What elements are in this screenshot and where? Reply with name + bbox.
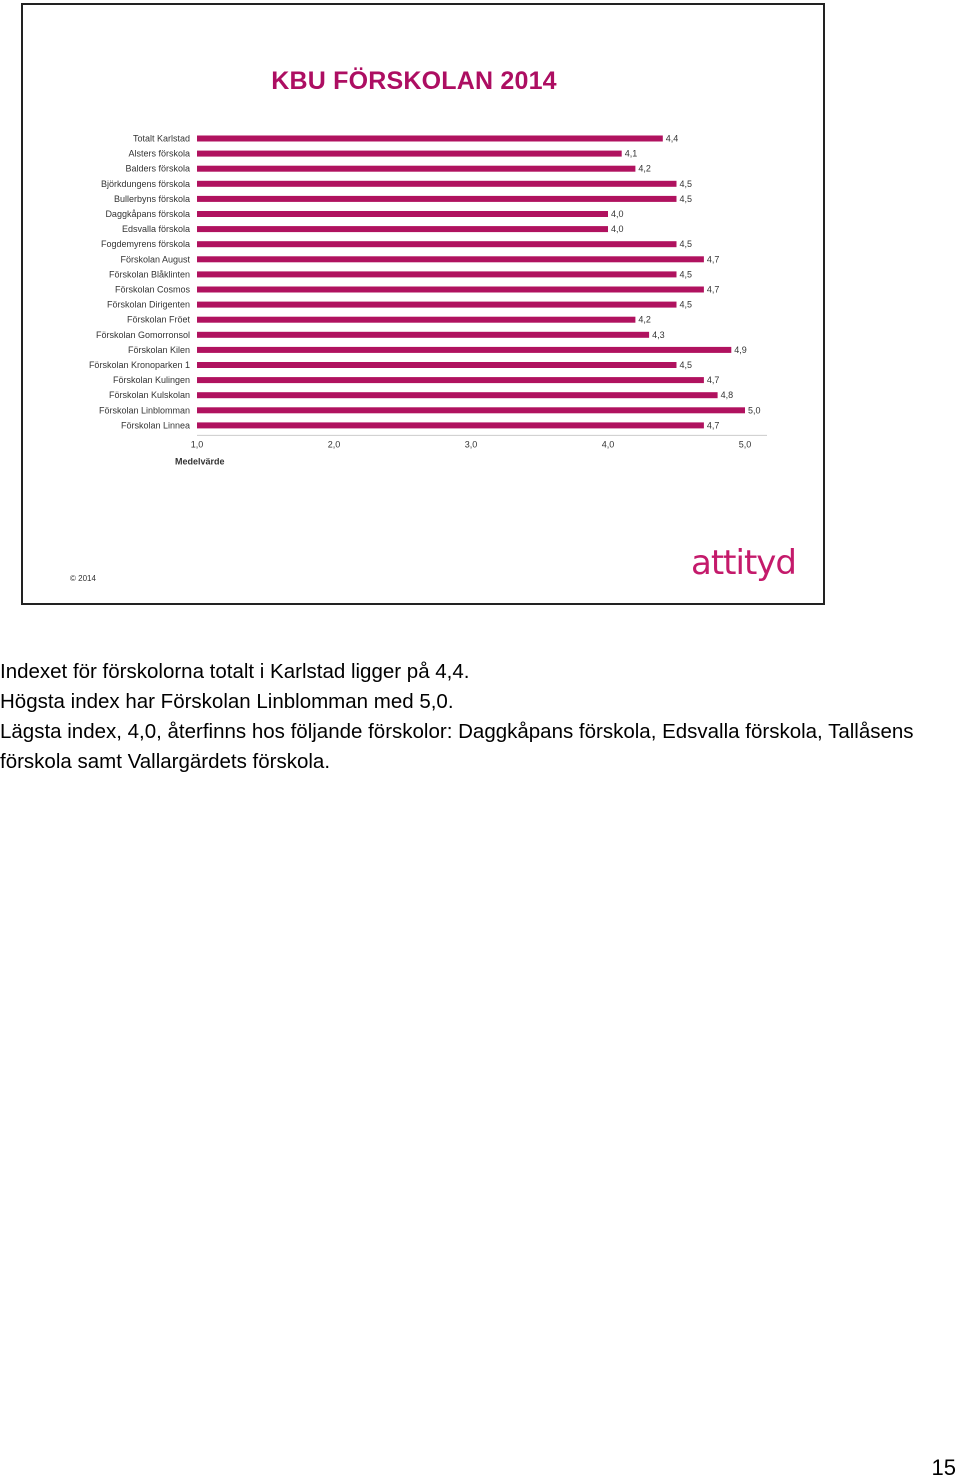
value-label: 4,5 <box>680 300 693 310</box>
copyright-text: © 2014 <box>70 574 96 583</box>
value-label: 4,5 <box>680 239 693 249</box>
bar <box>197 362 677 368</box>
category-label: Förskolan Kulskolan <box>109 390 190 400</box>
value-label: 4,2 <box>638 164 651 174</box>
value-label: 4,8 <box>721 390 734 400</box>
category-label: Förskolan Kilen <box>128 345 190 355</box>
value-label: 4,0 <box>611 209 624 219</box>
bar <box>197 346 732 353</box>
bar <box>197 316 636 323</box>
bar <box>197 377 704 384</box>
category-label: Alsters förskola <box>128 149 190 159</box>
value-label: 4,9 <box>734 345 747 355</box>
category-label: Förskolan Fröet <box>127 315 191 325</box>
page-number: 15 <box>931 1455 956 1480</box>
value-label: 4,7 <box>707 375 720 385</box>
bar <box>197 241 677 248</box>
bar <box>197 226 608 233</box>
slide: KBU FÖRSKOLAN 2014 Totalt Karlstad 4,4 Als… <box>21 3 825 605</box>
value-label: 4,2 <box>638 315 651 325</box>
x-tick-label: 5,0 <box>739 439 752 449</box>
x-tick-label: 2,0 <box>328 439 341 449</box>
value-label: 4,7 <box>707 254 720 264</box>
bar <box>197 135 663 142</box>
value-label: 4,7 <box>707 420 720 430</box>
bar <box>197 150 622 157</box>
notes-line-total: Indexet för förskolorna totalt i Karlsta… <box>0 660 470 683</box>
value-label: 4,1 <box>625 149 638 159</box>
category-label: Förskolan Gomorronsol <box>96 330 190 340</box>
category-label: Fogdemyrens förskola <box>101 239 190 249</box>
value-label: 4,0 <box>611 224 624 234</box>
category-label: Förskolan Linnea <box>121 420 190 430</box>
x-tick-label: 4,0 <box>602 439 615 449</box>
bar <box>197 180 677 187</box>
chart-title: KBU FÖRSKOLAN 2014 <box>271 67 557 95</box>
category-label: Förskolan Kronoparken 1 <box>89 360 190 370</box>
bar <box>197 407 745 414</box>
category-label: Förskolan Cosmos <box>115 285 191 295</box>
bar <box>197 165 636 172</box>
bar-chart: Totalt Karlstad 4,4 Alsters förskola 4,1 Bal… <box>89 134 767 466</box>
value-label: 4,5 <box>680 360 693 370</box>
category-label: Förskolan Blåklinten <box>109 269 190 279</box>
notes-line-lowest: Lägsta index, 4,0, återfinns hos följand… <box>0 720 914 773</box>
bar <box>197 392 718 399</box>
notes-line-highest: Högsta index har Förskolan Linblomman me… <box>0 690 454 713</box>
category-label: Förskolan Linblomman <box>99 405 190 415</box>
category-label: Bullerbyns förskola <box>114 194 190 204</box>
value-label: 4,4 <box>666 134 679 144</box>
category-label: Björkdungens förskola <box>101 179 190 189</box>
category-label: Balders förskola <box>125 164 190 174</box>
bar <box>197 331 650 338</box>
value-label: 4,5 <box>680 179 693 189</box>
value-label: 4,7 <box>707 285 720 295</box>
bar <box>197 271 677 278</box>
bar <box>197 286 704 293</box>
bar <box>197 195 677 202</box>
category-label: Förskolan Kulingen <box>113 375 190 385</box>
x-axis-label: Medelvärde <box>175 456 225 466</box>
x-tick-label: 1,0 <box>191 439 204 449</box>
category-label: Förskolan August <box>120 254 190 264</box>
slide-notes: Indexet för förskolorna totalt i Karlsta… <box>0 657 955 777</box>
category-label: Edsvalla förskola <box>122 224 190 234</box>
category-label: Förskolan Dirigenten <box>107 300 190 310</box>
category-label: Totalt Karlstad <box>133 134 190 144</box>
value-label: 4,3 <box>652 330 665 340</box>
bar <box>197 422 704 429</box>
value-label: 4,5 <box>680 194 693 204</box>
category-label: Daggkåpans förskola <box>105 209 190 219</box>
bar <box>197 211 608 217</box>
x-tick-label: 3,0 <box>465 439 478 449</box>
value-label: 4,5 <box>680 269 693 279</box>
attityd-logo: attityd <box>691 543 797 583</box>
bar <box>197 256 704 263</box>
value-label: 5,0 <box>748 405 761 415</box>
bar <box>197 301 677 308</box>
